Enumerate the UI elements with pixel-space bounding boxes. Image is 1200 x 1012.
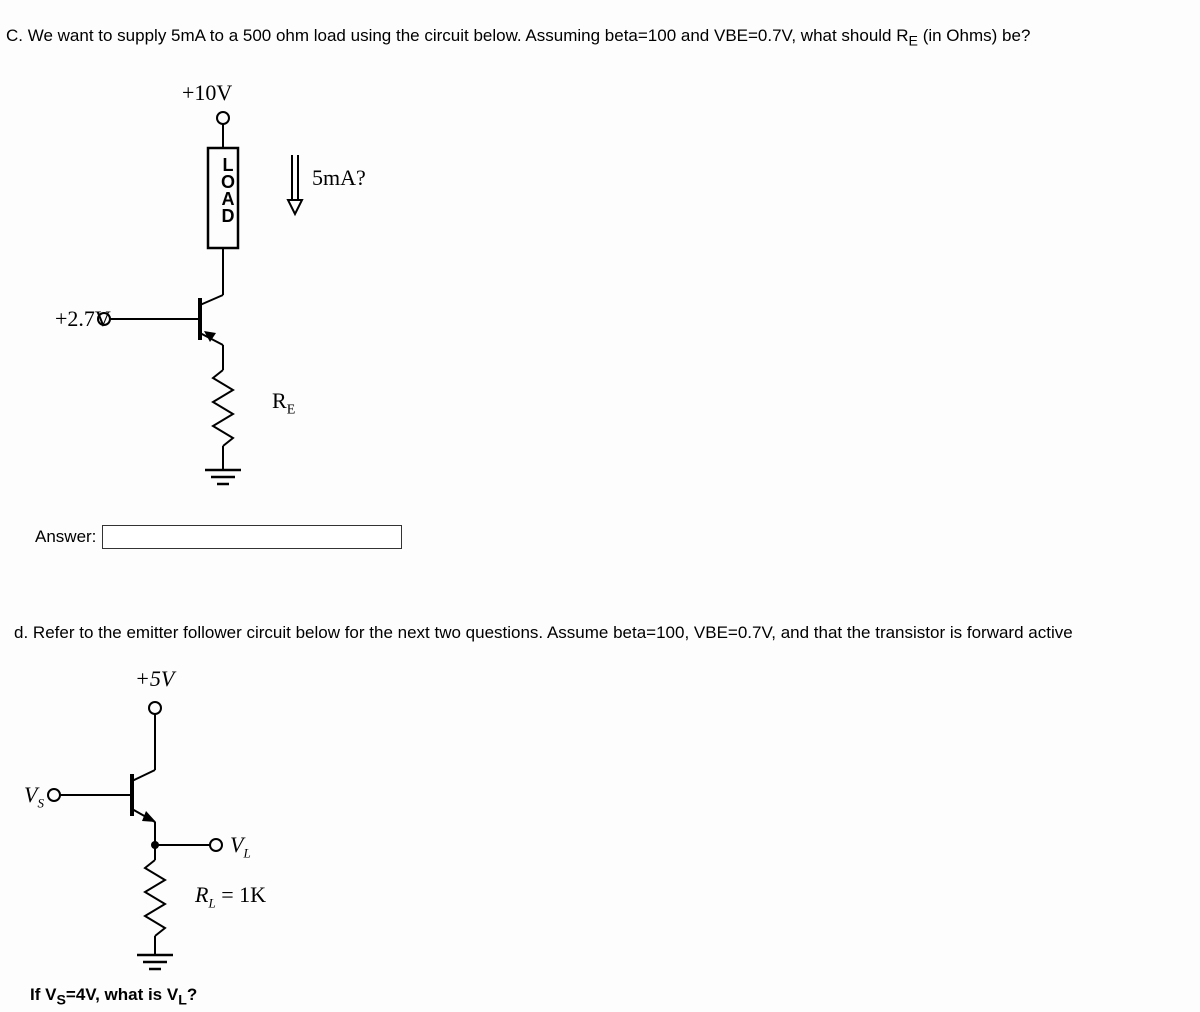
supply-d-label: +5V xyxy=(135,666,174,692)
re-label: RE xyxy=(272,388,295,418)
circuit-d xyxy=(20,690,320,980)
answer-row-c: Answer: xyxy=(35,525,402,549)
current-label: 5mA? xyxy=(312,165,366,191)
question-d-text: d. Refer to the emitter follower circuit… xyxy=(14,623,1073,643)
base-voltage-c: +2.7V xyxy=(55,306,111,332)
rl-label: RL = 1K xyxy=(195,882,266,911)
vl-label: VL xyxy=(230,832,251,861)
answer-label: Answer: xyxy=(35,527,96,547)
answer-input-c[interactable] xyxy=(102,525,402,549)
question-d-sub: If VS=4V, what is VL? xyxy=(30,985,197,1008)
load-label: LOAD xyxy=(217,155,238,223)
question-c-text: C. We want to supply 5mA to a 500 ohm lo… xyxy=(6,26,1030,49)
vs-label: VS xyxy=(24,782,44,811)
